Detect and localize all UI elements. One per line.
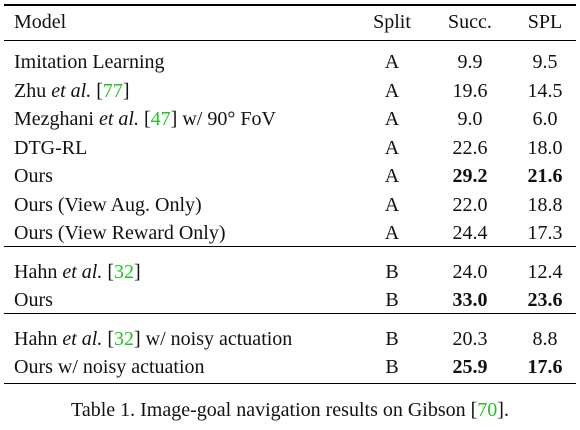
spl-cell: 23.6 — [527, 289, 563, 311]
model-text: Hahn — [14, 260, 63, 283]
split-cell: B — [385, 356, 399, 378]
model-text: Ours — [14, 289, 53, 311]
succ-cell: 33.0 — [452, 289, 488, 311]
model-text: Zhu — [14, 79, 52, 102]
spl-cell: 6.0 — [532, 108, 558, 130]
split-cell: A — [384, 108, 400, 130]
model-text: et al. — [98, 108, 139, 130]
model-cell: Ours w/ noisy actuation — [14, 353, 205, 381]
spl-cell: 9.5 — [532, 51, 558, 73]
model-cell: Ours (View Reward Only) — [14, 219, 226, 247]
model-text: et al. — [62, 327, 103, 350]
model-text: DTG-RL — [14, 136, 88, 159]
split-cell: A — [384, 51, 400, 73]
split-cell: A — [384, 193, 400, 216]
caption-text: ]. — [497, 398, 509, 421]
model-text: Ours w/ noisy actuation — [14, 356, 205, 378]
succ-cell: 25.9 — [452, 356, 488, 378]
succ-cell: 20.3 — [452, 327, 488, 350]
spl-cell: 21.6 — [527, 165, 563, 187]
split-cell: B — [385, 327, 399, 350]
model-text: et al. — [51, 79, 92, 102]
succ-cell: 24.0 — [452, 260, 488, 283]
table-rule — [4, 245, 576, 247]
spl-cell: 8.8 — [532, 327, 558, 350]
model-text: ] — [122, 79, 130, 102]
model-text: Ours (View Aug. Only) — [14, 193, 202, 216]
header-cell: Split — [373, 11, 411, 33]
model-cell: Zhu et al. [77] — [14, 77, 130, 105]
model-text: [ — [91, 79, 103, 102]
caption: Table 1. Image-goal navigation results o… — [0, 396, 580, 424]
spl-cell: 14.5 — [527, 79, 563, 102]
split-cell: A — [384, 222, 400, 244]
spl-cell: 18.8 — [527, 193, 563, 216]
table-rule — [4, 382, 576, 384]
model-text: Ours — [14, 165, 53, 187]
header-cell: SPL — [527, 11, 563, 33]
model-cell: Ours — [14, 286, 53, 314]
model-cell: Imitation Learning — [14, 48, 165, 76]
spl-cell: 12.4 — [527, 260, 563, 283]
model-text: [ — [138, 108, 151, 130]
spl-cell: 18.0 — [527, 136, 563, 159]
citation: 32 — [114, 260, 134, 283]
citation: 32 — [114, 327, 134, 350]
model-cell: Mezghani et al. [47] w/ 90° FoV — [14, 105, 276, 133]
model-cell: DTG-RL — [14, 134, 87, 162]
split-cell: A — [384, 136, 400, 159]
split-cell: B — [385, 289, 399, 311]
header-cell: Succ. — [448, 11, 492, 33]
model-text: ] — [134, 260, 141, 283]
succ-cell: 19.6 — [452, 79, 488, 102]
model-text: Hahn — [14, 327, 63, 350]
citation: 70 — [477, 398, 498, 421]
model-cell: Hahn et al. [32] — [14, 258, 141, 286]
citation: 77 — [102, 79, 123, 102]
model-text: ] w/ 90° FoV — [170, 108, 276, 130]
model-cell: Ours (View Aug. Only) — [14, 191, 202, 219]
spl-cell: 17.3 — [527, 222, 563, 244]
model-text: Ours (View Reward Only) — [14, 222, 226, 244]
model-text: et al. — [62, 260, 103, 283]
table-rule — [4, 312, 576, 314]
succ-cell: 24.4 — [452, 222, 488, 244]
succ-cell: 9.9 — [457, 51, 483, 73]
succ-cell: 22.0 — [452, 193, 488, 216]
split-cell: A — [384, 79, 400, 102]
table-rule — [4, 4, 576, 6]
model-text: [ — [102, 260, 114, 283]
succ-cell: 29.2 — [452, 165, 488, 187]
spl-cell: 17.6 — [527, 356, 563, 378]
table-rule — [4, 40, 576, 41]
caption-text: Table 1. Image-goal navigation results o… — [71, 398, 478, 421]
model-text: Imitation Learning — [14, 51, 165, 73]
model-text: [ — [102, 327, 114, 350]
model-cell: Hahn et al. [32] w/ noisy actuation — [14, 325, 292, 353]
model-cell: Ours — [14, 162, 53, 190]
split-cell: A — [384, 165, 400, 187]
succ-cell: 9.0 — [457, 108, 483, 130]
citation: 47 — [150, 108, 171, 130]
succ-cell: 22.6 — [452, 136, 488, 159]
header-cell: Model — [14, 11, 67, 33]
model-text: ] w/ noisy actuation — [134, 327, 293, 350]
split-cell: B — [385, 260, 399, 283]
model-text: Mezghani — [14, 108, 99, 130]
